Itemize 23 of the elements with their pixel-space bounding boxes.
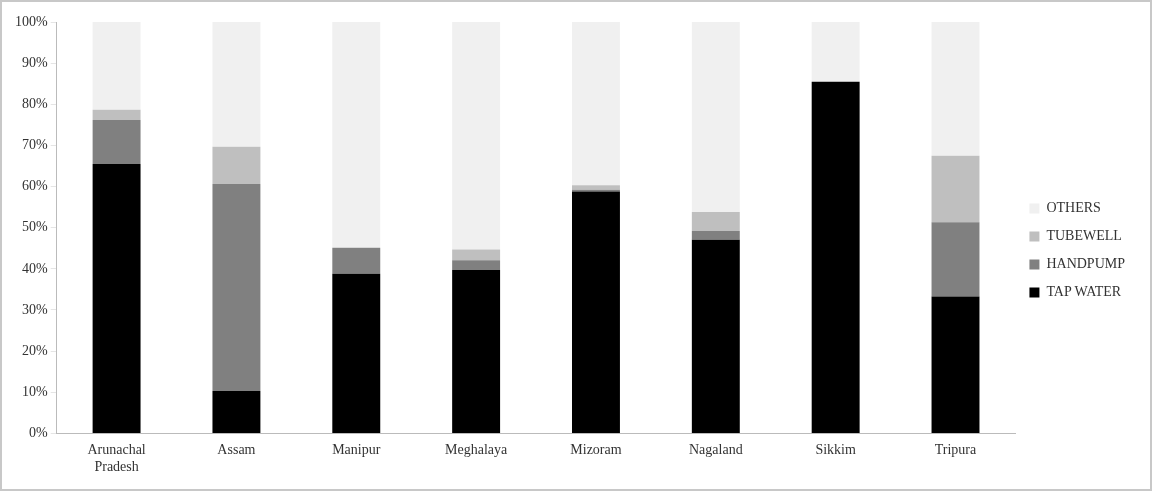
y-tick-label: 0%	[28, 425, 48, 441]
x-tick-label: Arunachal Pradesh	[87, 442, 146, 475]
y-tick-label: 90%	[21, 54, 48, 70]
legend-label: TAP WATER	[1046, 284, 1122, 300]
legend-label: OTHERS	[1046, 200, 1101, 216]
y-tick-label: 60%	[21, 178, 48, 194]
y-tick-label: 80%	[21, 95, 48, 111]
x-tick-label: Sikkim	[815, 442, 856, 458]
legend-label: HANDPUMP	[1046, 256, 1126, 272]
y-tick-label: 10%	[21, 383, 48, 399]
x-tick-label: Mizoram	[570, 442, 622, 458]
x-tick-label: Nagaland	[688, 442, 743, 458]
x-tick-label: Meghalaya	[445, 442, 508, 458]
x-tick-label: Assam	[217, 442, 256, 458]
x-tick-label: Tripura	[934, 442, 978, 458]
x-tick-label: Manipur	[332, 442, 381, 458]
y-tick-label: 70%	[21, 137, 48, 153]
y-tick-label: 20%	[21, 342, 48, 358]
y-tick-label: 30%	[21, 301, 48, 317]
y-tick-label: 50%	[21, 219, 48, 235]
y-tick-label: 40%	[21, 260, 48, 276]
y-tick-label: 100%	[14, 13, 48, 29]
legend-label: TUBEWELL	[1046, 228, 1122, 244]
